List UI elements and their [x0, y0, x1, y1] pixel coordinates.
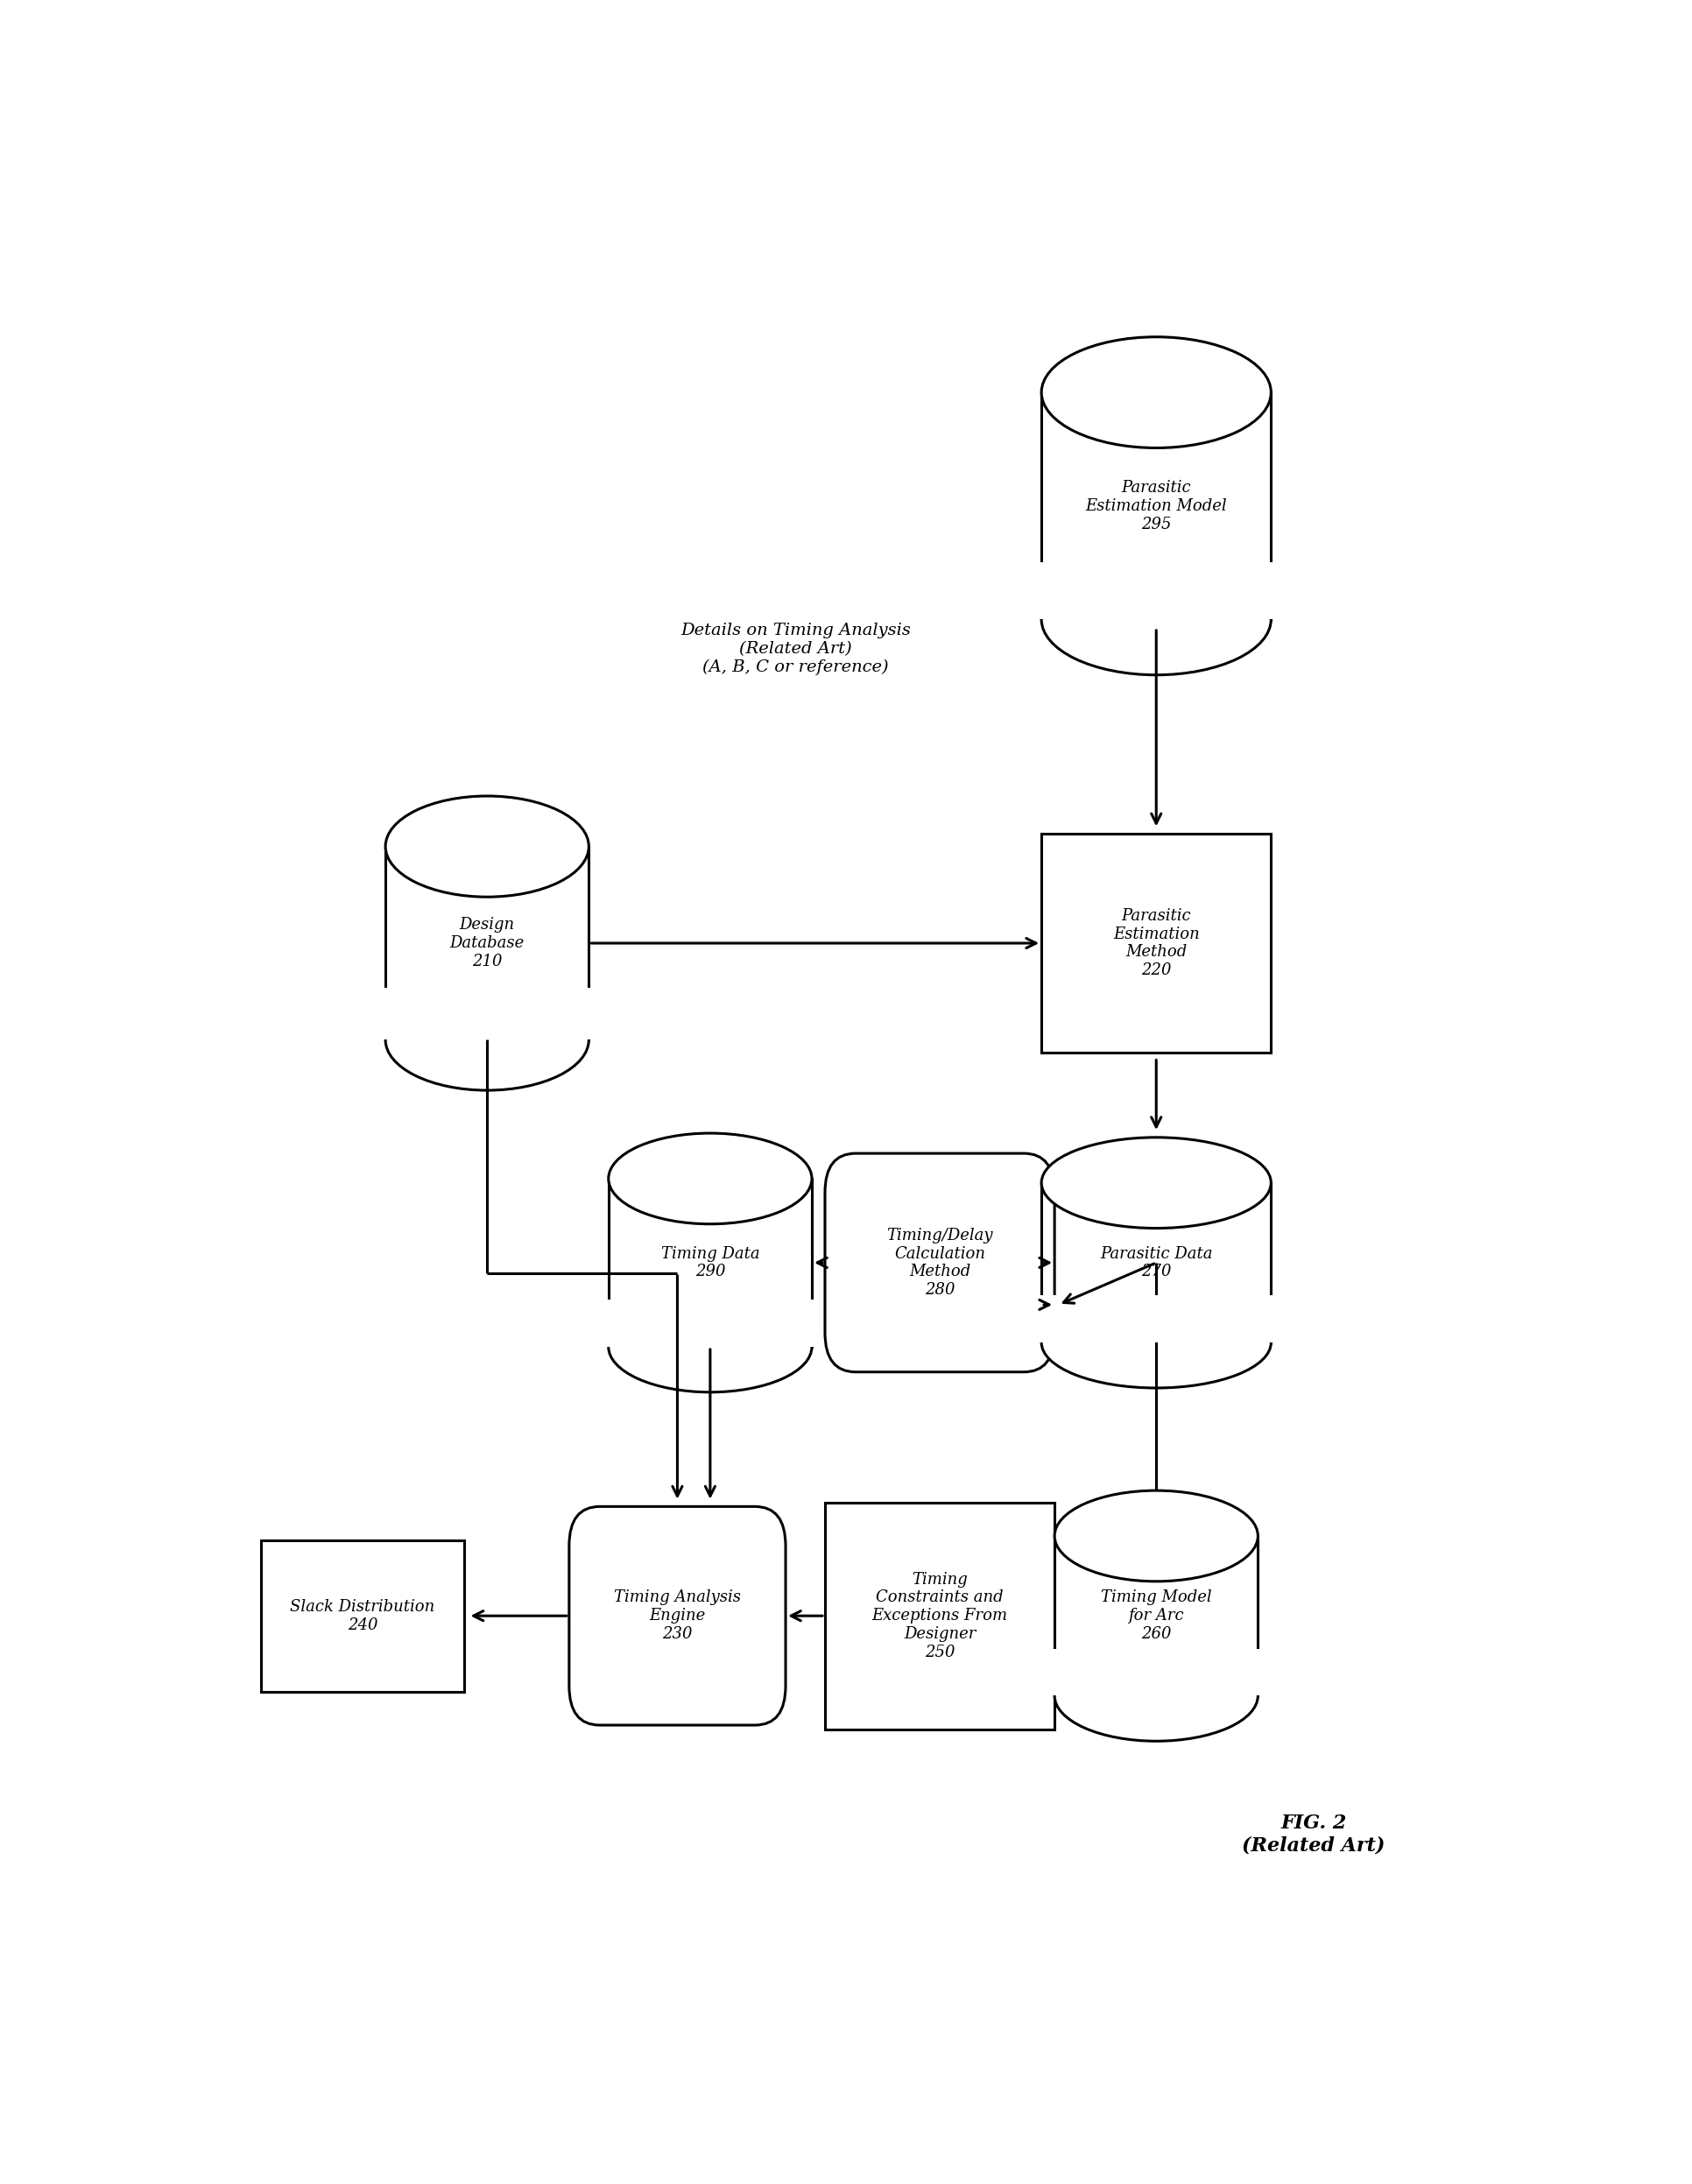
Bar	[1041, 1184, 1271, 1343]
Bar	[1039, 561, 1272, 620]
Text: Timing Data
290: Timing Data 290	[660, 1245, 760, 1280]
Ellipse shape	[1041, 563, 1271, 675]
Text: Timing/Delay
Calculation
Method
280: Timing/Delay Calculation Method 280	[887, 1227, 993, 1297]
Ellipse shape	[607, 1302, 812, 1391]
Text: Timing
Constraints and
Exceptions From
Designer
250: Timing Constraints and Exceptions From D…	[871, 1572, 1007, 1660]
Text: Parasitic Data
270: Parasitic Data 270	[1100, 1245, 1211, 1280]
Bar	[607, 1179, 812, 1348]
Bar	[1039, 1295, 1272, 1343]
Text: Timing Analysis
Engine
230: Timing Analysis Engine 230	[614, 1590, 741, 1642]
Ellipse shape	[1054, 1651, 1257, 1741]
Bar	[1041, 834, 1271, 1053]
Text: Parasitic
Estimation
Method
220: Parasitic Estimation Method 220	[1112, 909, 1200, 978]
Ellipse shape	[1041, 1297, 1271, 1389]
Bar	[606, 1299, 814, 1348]
Bar	[1051, 1649, 1261, 1695]
Bar	[1054, 1535, 1257, 1695]
Ellipse shape	[607, 1133, 812, 1223]
Text: Parasitic
Estimation Model
295: Parasitic Estimation Model 295	[1085, 480, 1227, 533]
Ellipse shape	[1041, 1138, 1271, 1227]
FancyBboxPatch shape	[824, 1153, 1054, 1372]
Text: FIG. 2
(Related Art): FIG. 2 (Related Art)	[1242, 1813, 1384, 1854]
FancyBboxPatch shape	[569, 1507, 785, 1725]
Text: Slack Distribution
240: Slack Distribution 240	[289, 1599, 435, 1634]
Ellipse shape	[386, 989, 589, 1090]
Bar	[382, 987, 591, 1040]
Bar	[1041, 393, 1271, 620]
Bar	[261, 1540, 464, 1690]
Bar	[386, 847, 589, 1040]
Ellipse shape	[386, 795, 589, 898]
Ellipse shape	[1041, 336, 1271, 448]
Text: Details on Timing Analysis
(Related Art)
(A, B, C or reference): Details on Timing Analysis (Related Art)…	[680, 622, 910, 675]
Text: Design
Database
210: Design Database 210	[450, 917, 525, 970]
Text: Timing Model
for Arc
260: Timing Model for Arc 260	[1100, 1590, 1211, 1642]
Bar	[824, 1503, 1054, 1730]
Ellipse shape	[1054, 1489, 1257, 1581]
